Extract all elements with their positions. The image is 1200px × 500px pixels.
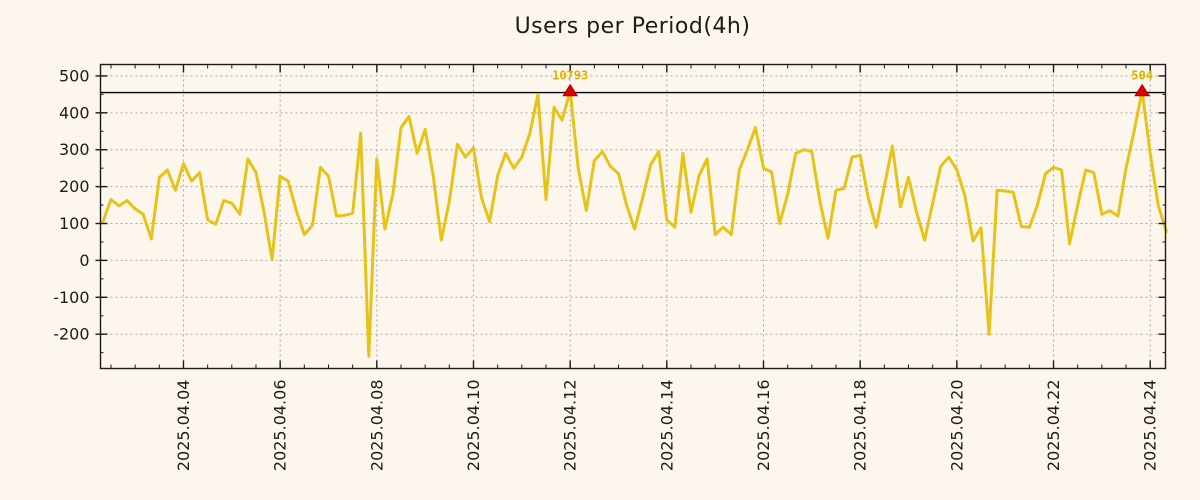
max-value-label: 504 — [1131, 69, 1153, 83]
y-tick-label: 500 — [59, 66, 90, 85]
y-tick-label: -200 — [53, 325, 89, 344]
y-tick-label: -100 — [53, 288, 89, 307]
y-tick-label: 100 — [59, 214, 90, 233]
y-tick-label: 300 — [59, 140, 90, 159]
max-value-label: 10793 — [552, 69, 588, 83]
x-tick-label: 2025.04.08 — [367, 380, 386, 472]
x-tick-label: 2025.04.06 — [271, 380, 290, 472]
x-tick-label: 2025.04.18 — [851, 380, 870, 472]
series-line — [101, 89, 1168, 358]
x-tick-label: 2025.04.22 — [1044, 380, 1063, 472]
x-tick-label: 2025.04.12 — [561, 380, 580, 472]
x-tick-label: 2025.04.16 — [754, 380, 773, 472]
chart-title: Users per Period(4h) — [514, 14, 751, 39]
y-tick-label: 200 — [59, 177, 90, 196]
max-marker-triangle-icon — [562, 83, 579, 97]
max-marker-triangle-icon — [1134, 83, 1151, 97]
x-tick-label: 2025.04.04 — [174, 380, 193, 472]
y-tick-label: 400 — [59, 103, 90, 122]
y-tick-label: 0 — [79, 251, 89, 270]
x-tick-label: 2025.04.10 — [464, 380, 483, 472]
x-tick-label: 2025.04.20 — [947, 380, 966, 472]
x-tick-label: 2025.04.24 — [1141, 380, 1160, 472]
plot-border — [99, 63, 1167, 370]
x-tick-label: 2025.04.14 — [657, 380, 676, 472]
